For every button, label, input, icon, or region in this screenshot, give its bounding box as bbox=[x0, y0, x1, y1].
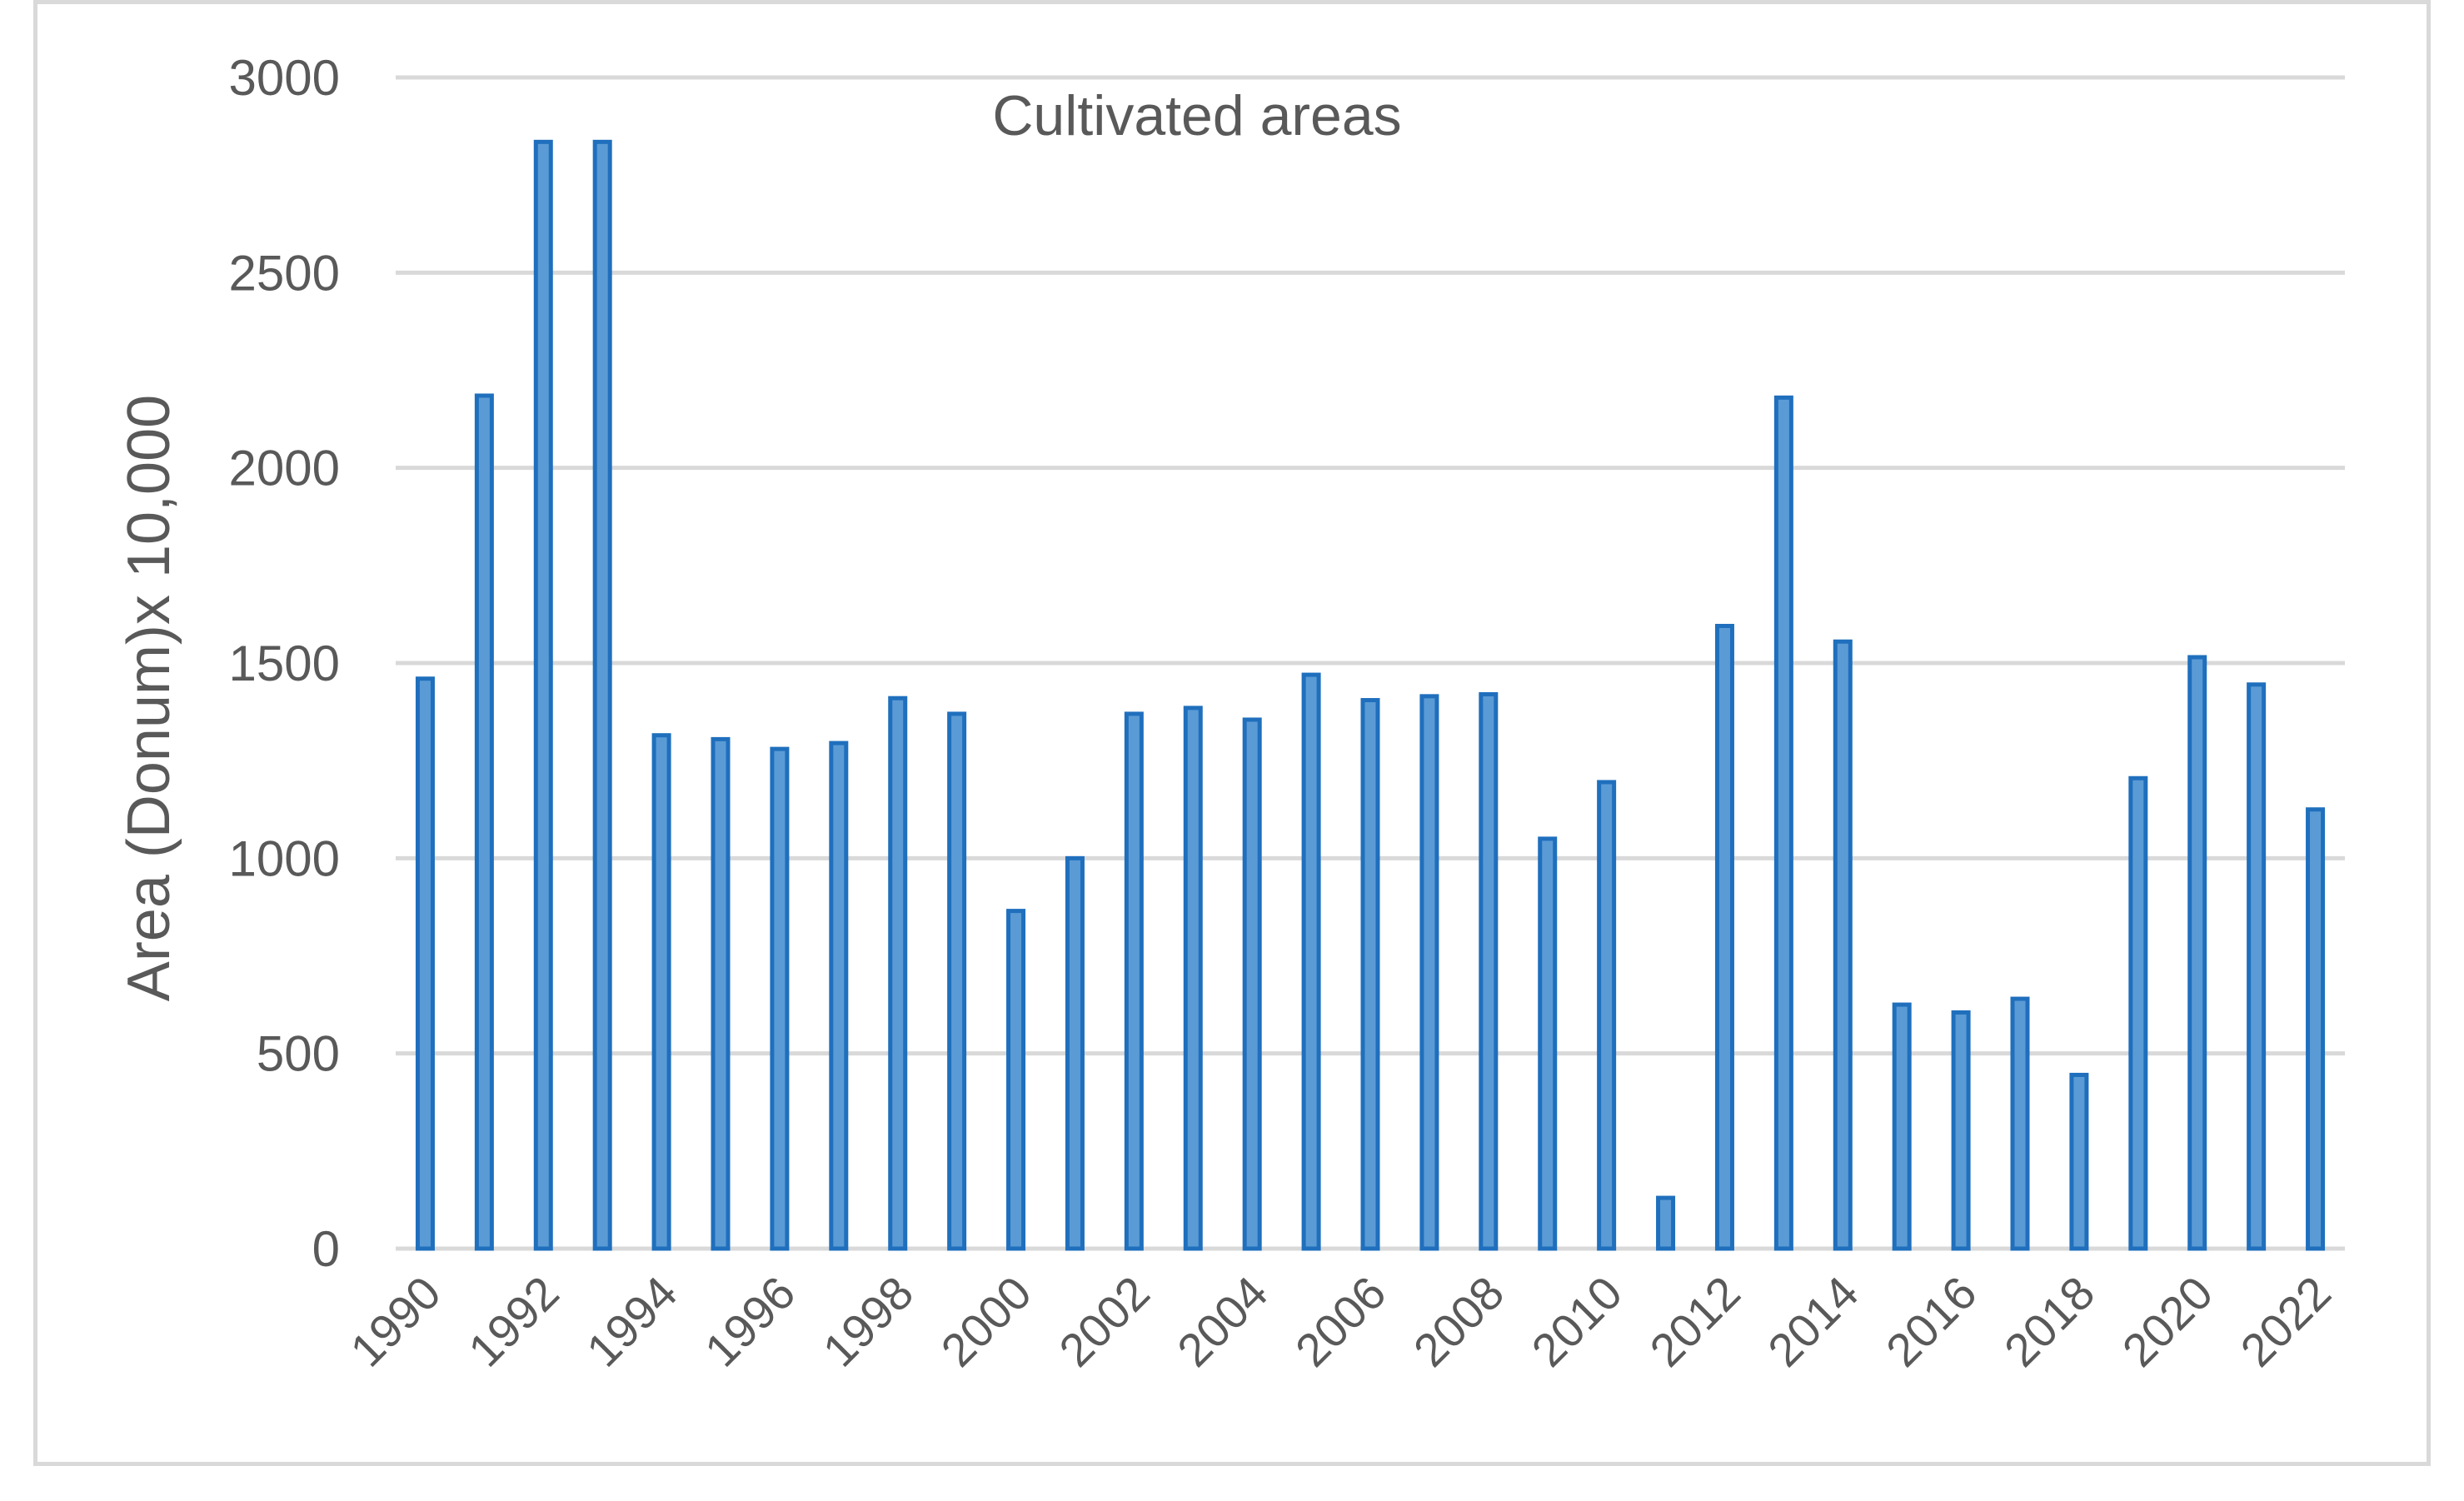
bar-2022 bbox=[2306, 807, 2326, 1251]
bar-2015 bbox=[1892, 1002, 1912, 1251]
x-tick-label: 1996 bbox=[695, 1266, 806, 1377]
x-tick-label: 2022 bbox=[2230, 1266, 2341, 1377]
bar-2019 bbox=[2128, 775, 2148, 1251]
y-tick-label: 500 bbox=[257, 1026, 340, 1082]
bar-1996 bbox=[770, 746, 790, 1251]
x-tick-label: 2000 bbox=[930, 1266, 1041, 1377]
x-tick-label: 1992 bbox=[458, 1266, 569, 1377]
bar-1994 bbox=[651, 733, 671, 1251]
bar-2010 bbox=[1597, 780, 1617, 1251]
bar-2006 bbox=[1360, 698, 1380, 1251]
bar-1997 bbox=[829, 741, 849, 1251]
y-tick-label: 2500 bbox=[229, 245, 340, 301]
bar-2014 bbox=[1833, 639, 1853, 1251]
x-tick-label: 1998 bbox=[813, 1266, 924, 1377]
bar-2013 bbox=[1773, 395, 1793, 1251]
bar-1993 bbox=[592, 139, 612, 1251]
x-tick-label: 2002 bbox=[1049, 1266, 1160, 1377]
bar-2011 bbox=[1656, 1195, 1676, 1251]
bar-2008 bbox=[1479, 691, 1499, 1251]
y-tick-label: 2000 bbox=[229, 441, 340, 496]
bar-2004 bbox=[1242, 717, 1262, 1251]
bar-2021 bbox=[2247, 682, 2267, 1251]
x-tick-label: 2008 bbox=[1404, 1266, 1514, 1377]
y-tick-label: 1500 bbox=[229, 636, 340, 691]
x-tick-label: 2014 bbox=[1758, 1266, 1868, 1377]
bar-2001 bbox=[1065, 855, 1085, 1251]
y-tick-label: 3000 bbox=[229, 50, 340, 106]
bar-2020 bbox=[2187, 655, 2207, 1251]
bar-2016 bbox=[1951, 1010, 1971, 1251]
bar-2012 bbox=[1714, 623, 1734, 1251]
x-tick-labels: 1990 1992 1994 1996 1998 2000 2002 2004 2006 2008… bbox=[340, 1266, 2341, 1377]
chart-frame bbox=[33, 0, 2431, 1466]
bar-2000 bbox=[1006, 909, 1026, 1251]
y-tick-label: 1000 bbox=[229, 830, 340, 886]
x-tick-label: 2020 bbox=[2112, 1266, 2223, 1377]
bar-1990 bbox=[415, 676, 435, 1251]
chart-title: Cultivated areas bbox=[992, 84, 1401, 147]
y-axis-title: Area (Donum)x 10,000 bbox=[116, 395, 182, 1001]
bar-2003 bbox=[1183, 706, 1203, 1251]
bar-1992 bbox=[533, 139, 553, 1251]
bar-1995 bbox=[711, 736, 731, 1251]
x-tick-label: 2018 bbox=[1994, 1266, 2105, 1377]
y-tick-label: 0 bbox=[312, 1221, 340, 1277]
bar-1999 bbox=[947, 711, 967, 1251]
x-tick-label: 2010 bbox=[1521, 1266, 1632, 1377]
y-tick-labels: 0 500 1000 1500 2000 2500 3000 bbox=[229, 50, 340, 1277]
bar-2018 bbox=[2069, 1072, 2089, 1251]
x-tick-label: 2004 bbox=[1167, 1266, 1278, 1377]
bars bbox=[415, 139, 2326, 1251]
x-tick-label: 1994 bbox=[576, 1266, 687, 1377]
x-tick-label: 2012 bbox=[1639, 1266, 1750, 1377]
x-tick-label: 2006 bbox=[1285, 1266, 1396, 1377]
bar-1998 bbox=[888, 696, 908, 1251]
x-tick-label: 1990 bbox=[340, 1266, 451, 1377]
bar-2002 bbox=[1124, 711, 1144, 1251]
bar-1991 bbox=[474, 393, 494, 1251]
bar-2009 bbox=[1538, 836, 1558, 1251]
bar-2017 bbox=[2010, 996, 2030, 1251]
bar-2007 bbox=[1419, 694, 1439, 1251]
x-tick-label: 2016 bbox=[1876, 1266, 1987, 1377]
bar-2005 bbox=[1301, 672, 1321, 1251]
